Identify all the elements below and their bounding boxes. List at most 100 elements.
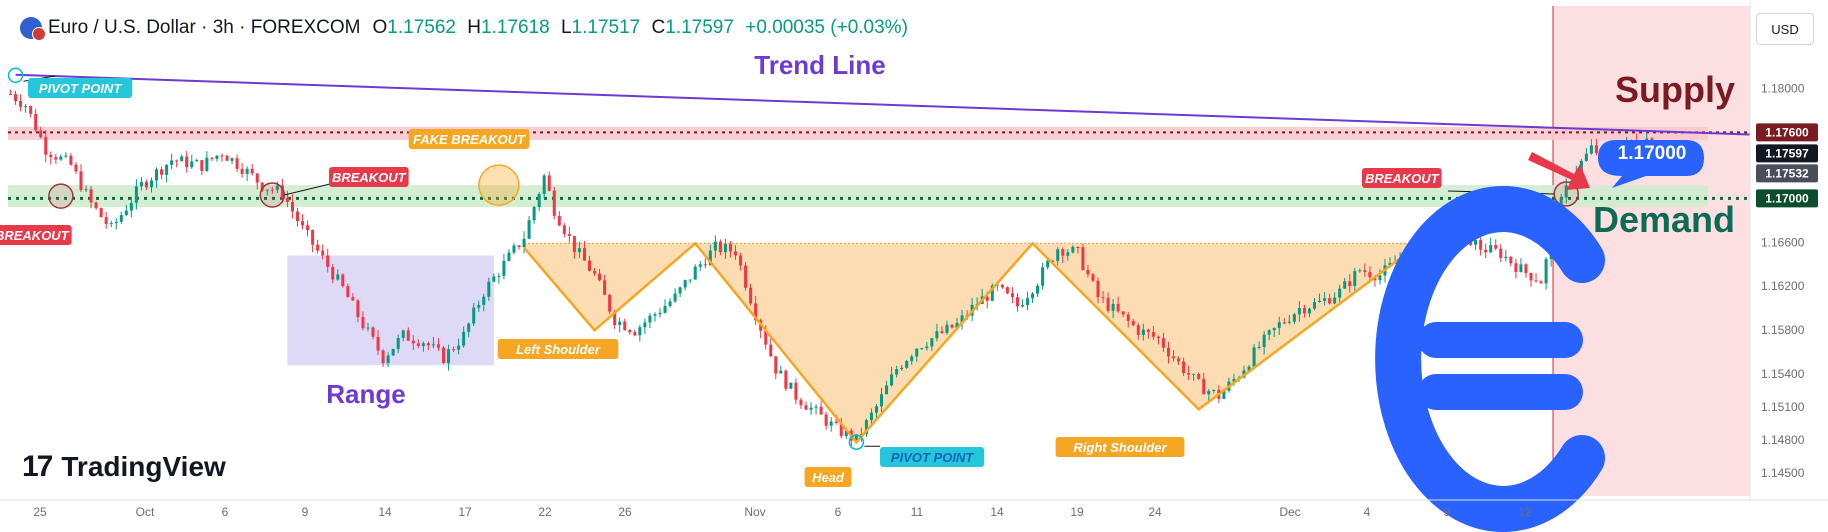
head-and-shoulders-line [523,241,1421,445]
annotation-badge: BREAKOUT [332,170,407,185]
candle [1589,145,1593,154]
candle [49,154,53,158]
candle [1061,249,1065,256]
candle [603,280,607,295]
candle [1353,270,1357,286]
candle [598,273,602,281]
candle [1136,325,1140,335]
candle [517,245,521,248]
candle [809,407,813,410]
tradingview-logo-icon: 17 [22,450,53,483]
currency-button[interactable]: USD [1756,13,1814,45]
candle [633,332,637,336]
candle [1368,272,1372,278]
candle [1584,153,1588,161]
candle [421,343,425,347]
candle [1116,303,1120,312]
candle [688,279,692,281]
candle [1146,329,1150,333]
candle [683,280,687,288]
candle [381,350,385,364]
candle [734,251,738,256]
candle [64,155,68,157]
target-callout [1598,140,1704,188]
pivot-circle [848,434,865,451]
candle [401,330,405,338]
candle [744,265,748,288]
down-arrow [1528,152,1590,190]
candle [547,175,551,191]
candle [507,252,511,261]
candle [431,344,435,346]
candle [371,327,375,337]
candle [990,285,994,301]
candle [1479,240,1483,250]
candle [295,211,300,222]
candle [1172,356,1176,359]
trend-line [15,73,1753,136]
symbol-title[interactable]: Euro / U.S. Dollar · 3h · FOREXCOM [48,17,361,38]
candle [653,314,657,316]
euro-sign-icon [1375,186,1605,532]
candle [497,275,501,277]
candle [144,181,148,188]
candle [361,317,365,329]
candle [205,157,209,171]
price-tag [1756,123,1818,142]
candle [819,406,823,415]
candle [799,399,803,406]
candle [880,394,884,407]
candle [436,344,440,348]
chart-header: Euro / U.S. Dollar · 3h · FOREXCOM O1.17… [20,14,908,42]
candle [1539,281,1543,284]
candle [210,157,214,159]
candle [155,169,159,181]
candle [245,168,249,175]
candle [215,155,219,159]
candle [482,296,486,305]
candle [1348,281,1352,286]
candle [1086,269,1090,275]
x-tick-label: 12 [1518,505,1532,519]
annotation-badge-bg [329,167,409,187]
candle [910,356,914,362]
candle [1534,280,1538,282]
demand-zone [8,185,1708,208]
candle [703,264,707,266]
x-tick-label: 14 [378,505,392,519]
candle [769,344,773,357]
candle [1000,284,1004,288]
candle [1076,246,1080,248]
candle [1121,311,1125,315]
candle [1524,264,1528,273]
candle [149,180,153,188]
candle [668,301,672,306]
candle [935,331,939,339]
candle [84,189,88,191]
candle [129,202,133,211]
candle [1010,293,1014,298]
y-tick-label: 1.15400 [1761,367,1805,381]
candle [1297,308,1301,315]
candle [940,331,944,333]
brand-name: TradingView [61,451,226,482]
candle [728,244,732,252]
candle [874,406,878,413]
candle [1141,329,1145,335]
candle [200,160,204,171]
x-tick-label: 24 [1148,505,1162,519]
candle [1026,298,1030,306]
annotation-badge: Right Shoulder [1073,440,1167,455]
candle [658,312,662,315]
candle [39,130,43,138]
candle [99,208,103,218]
price-tag-label: 1.17000 [1765,191,1809,205]
candle [1307,308,1311,314]
candle [341,274,345,287]
candle [804,405,808,410]
candle [165,164,169,175]
candle [1081,247,1085,270]
candle [552,190,556,216]
candle [79,171,83,191]
eur-usd-flag-icon [20,17,46,41]
